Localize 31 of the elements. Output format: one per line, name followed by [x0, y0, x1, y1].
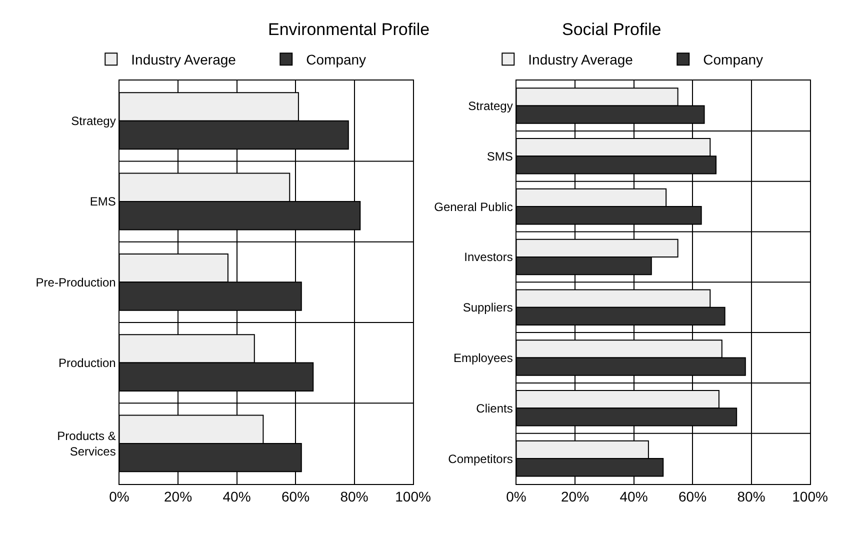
x-tick-label: 20% — [164, 488, 192, 505]
x-tick-label: 80% — [340, 488, 368, 505]
x-tick-label: 80% — [737, 488, 766, 505]
x-tick-label: 0% — [506, 488, 526, 505]
legend-label: Industry Average — [131, 52, 236, 68]
y-tick-label: General Public — [434, 200, 513, 214]
x-tick-label: 60% — [282, 488, 310, 505]
y-tick-label: Investors — [464, 250, 513, 264]
legend-label: Company — [306, 52, 366, 68]
y-tick-label: Competitors — [448, 452, 513, 466]
x-tick-label: 20% — [560, 488, 590, 505]
x-tick-label: 60% — [678, 488, 707, 505]
y-tick-label: EMS — [90, 194, 116, 209]
x-tick-label: 40% — [222, 488, 251, 505]
y-tick-label: Suppliers — [462, 300, 513, 315]
x-tick-label: 40% — [620, 488, 648, 505]
x-tick-label: 100% — [792, 488, 828, 505]
y-tick-label: Clients — [476, 401, 513, 416]
y-tick-label: SMS — [486, 149, 513, 164]
y-tick-label: Products & Services — [57, 428, 116, 458]
legend-label: Industry Average — [528, 52, 634, 68]
y-tick-label: Strategy — [468, 98, 513, 113]
chart-title: Environmental Profile — [268, 20, 430, 39]
x-tick-label: 100% — [395, 488, 431, 505]
y-tick-label: Pre-Production — [36, 275, 116, 290]
y-tick-label: Employees — [453, 350, 513, 365]
y-tick-label: Production — [58, 356, 116, 370]
y-tick-label: Strategy — [71, 114, 116, 128]
chart-title: Social Profile — [562, 20, 662, 39]
legend-label: Company — [703, 52, 764, 68]
x-tick-label: 0% — [109, 488, 130, 505]
